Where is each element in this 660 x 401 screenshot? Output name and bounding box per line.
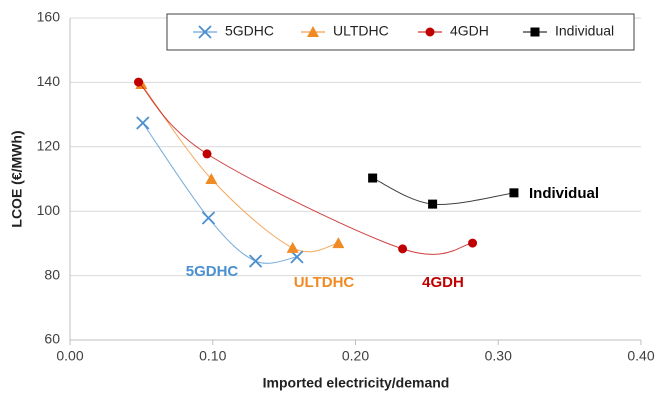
- marker: [530, 27, 540, 37]
- y-tick-label: 100: [37, 202, 61, 218]
- x-tick-label: 0.00: [56, 348, 83, 364]
- x-tick-label: 0.20: [342, 348, 369, 364]
- marker: [134, 77, 144, 87]
- marker: [205, 173, 218, 184]
- legend-label: Individual: [555, 23, 614, 39]
- marker: [428, 199, 438, 209]
- marker: [307, 26, 319, 37]
- marker: [201, 211, 216, 225]
- y-tick-label: 140: [37, 73, 61, 89]
- marker: [368, 173, 378, 183]
- x-tick-label: 0.10: [199, 348, 226, 364]
- x-tick-label: 0.40: [627, 348, 654, 364]
- marker: [398, 244, 408, 254]
- x-tick-label: 0.30: [485, 348, 512, 364]
- annotation: ULTDHC: [294, 274, 355, 291]
- series-line: [140, 83, 339, 253]
- legend-label: 5GDHC: [225, 23, 274, 39]
- marker: [202, 149, 212, 159]
- marker: [286, 241, 299, 253]
- legend-label: 4GDH: [450, 23, 489, 39]
- y-axis-title: LCOE (€/MWh): [9, 130, 25, 227]
- marker: [509, 188, 519, 198]
- marker: [468, 238, 478, 248]
- marker: [198, 25, 212, 39]
- series-line: [372, 177, 515, 205]
- marker: [290, 250, 304, 264]
- x-axis-title: Imported electricity/demand: [263, 375, 450, 391]
- y-tick-label: 60: [44, 331, 60, 347]
- y-tick-label: 160: [37, 9, 61, 25]
- y-tick-label: 120: [37, 138, 61, 154]
- annotation: Individual: [529, 185, 599, 202]
- y-tick-label: 80: [44, 266, 60, 282]
- marker: [425, 27, 435, 37]
- marker: [332, 237, 345, 249]
- legend: 5GDHC ULTDHC 4GDH Individual: [166, 13, 635, 51]
- series-line: [142, 122, 298, 264]
- legend-box: [166, 13, 635, 51]
- series-line: [138, 81, 473, 255]
- legend-label: ULTDHC: [333, 23, 389, 39]
- marker: [136, 116, 150, 130]
- annotation: 5GDHC: [186, 263, 239, 280]
- annotation: 4GDH: [422, 274, 464, 291]
- marker: [248, 254, 263, 268]
